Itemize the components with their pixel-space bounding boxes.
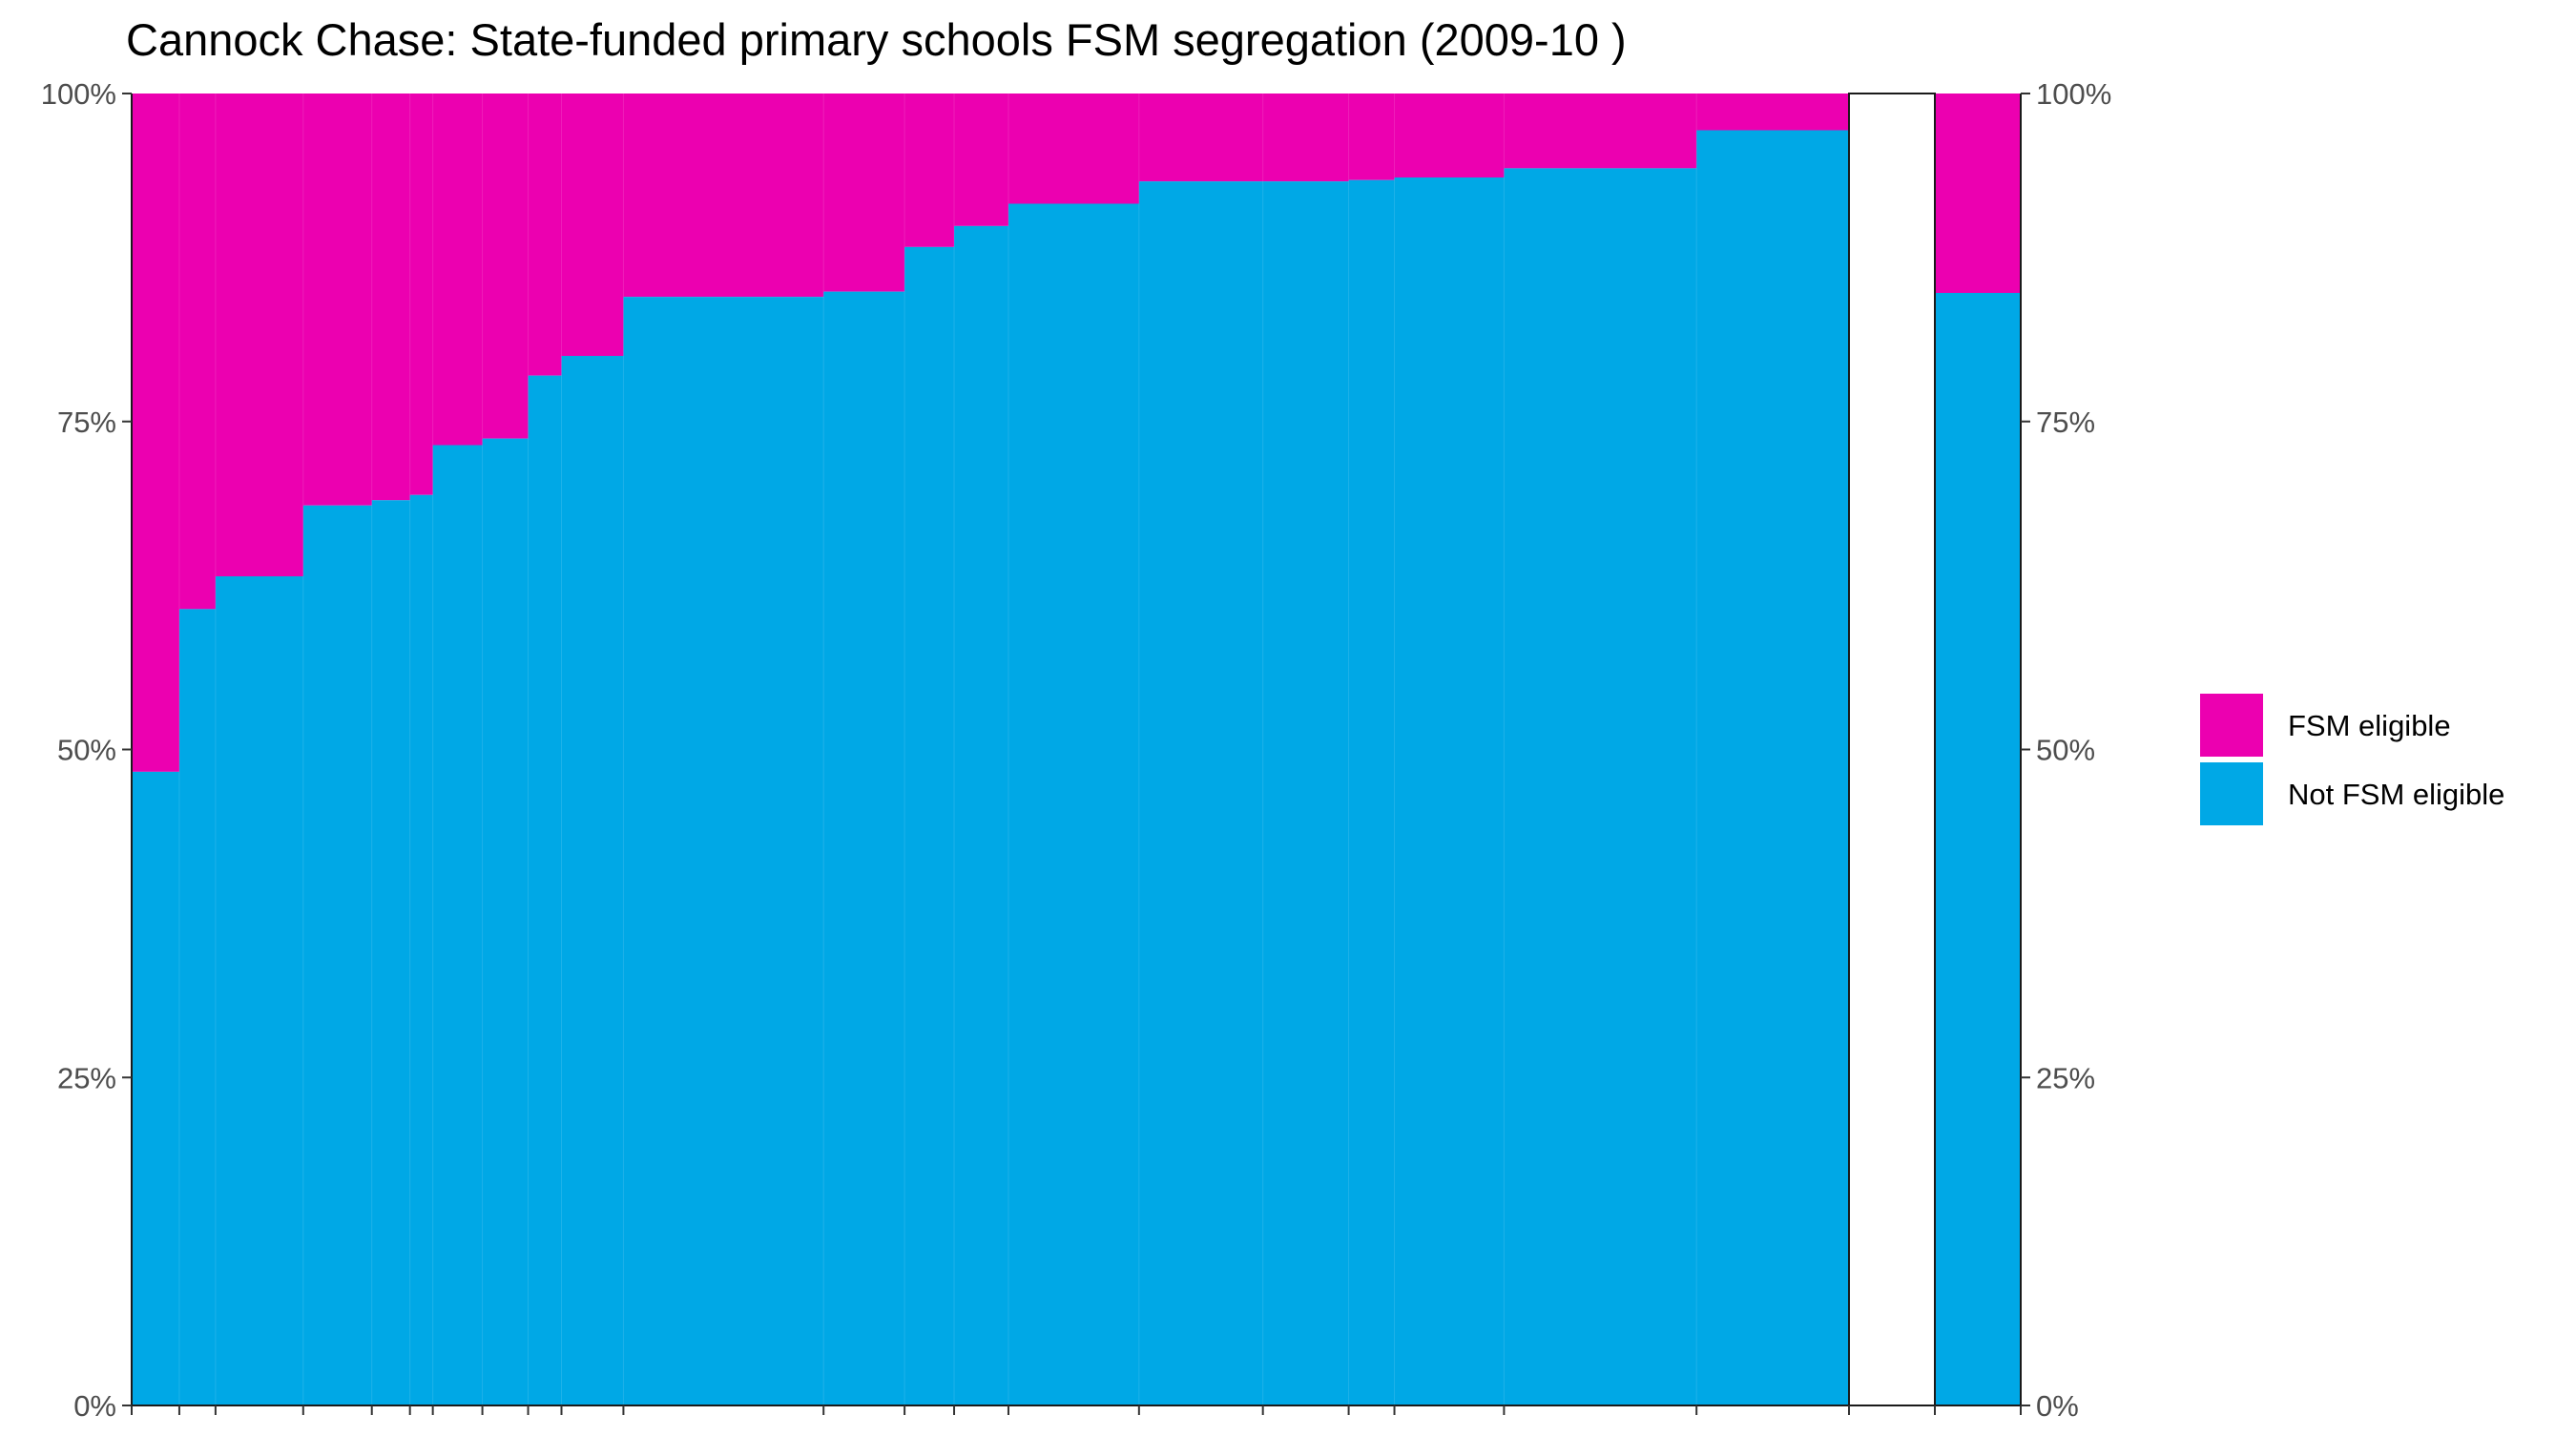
school-bar (482, 94, 530, 1405)
fsm-eligible-segment (1008, 94, 1140, 204)
fsm-eligible-segment (302, 94, 373, 506)
school-bar (371, 94, 411, 1405)
legend: FSM eligible Not FSM eligible (2200, 694, 2504, 825)
not-fsm-eligible-segment (482, 438, 530, 1405)
y-tick-label-left: 50% (57, 734, 116, 767)
not-fsm-eligible-segment (371, 500, 411, 1405)
fsm-eligible-segment (482, 94, 530, 439)
legend-swatch (2200, 694, 2263, 757)
x-axis-ticks (131, 1405, 2022, 1415)
y-tick-label-right: 0% (2036, 1389, 2079, 1423)
fsm-eligible-segment (178, 94, 217, 610)
school-bar (953, 94, 1009, 1405)
total-fsm-eligible-segment (1935, 94, 2021, 293)
fsm-eligible-segment (409, 94, 434, 495)
total-not-fsm-eligible-segment (1935, 293, 2021, 1405)
fsm-eligible-segment (1696, 94, 1850, 131)
y-tick-label-right: 75% (2036, 406, 2095, 439)
fsm-eligible-segment (904, 94, 955, 247)
fsm-eligible-segment (1138, 94, 1264, 182)
not-fsm-eligible-segment (528, 375, 563, 1405)
fsm-eligible-segment (132, 94, 180, 772)
legend-swatch (2200, 762, 2263, 825)
fsm-eligible-segment (432, 94, 484, 446)
fsm-eligible-segment (1394, 94, 1506, 177)
y-tick-label-left: 75% (57, 406, 116, 439)
not-fsm-eligible-segment (215, 576, 304, 1405)
legend-item: Not FSM eligible (2200, 762, 2504, 825)
not-fsm-eligible-segment (178, 609, 217, 1405)
school-bar (302, 94, 373, 1405)
legend-item: FSM eligible (2200, 694, 2451, 757)
not-fsm-eligible-segment (302, 505, 373, 1405)
school-bar (409, 94, 434, 1405)
school-bar (1008, 94, 1140, 1405)
not-fsm-eligible-segment (1348, 179, 1396, 1405)
y-tick-label-right: 50% (2036, 734, 2095, 767)
total-bar-group (1935, 94, 2021, 1405)
y-axis-left: 0% 25% 50% 75% 100% (41, 77, 132, 1423)
chart-title: Cannock Chase: State-funded primary scho… (126, 14, 1627, 65)
y-tick-label-left: 25% (57, 1061, 116, 1094)
school-bar (1503, 94, 1697, 1405)
y-tick-label-left: 0% (73, 1389, 116, 1423)
legend-label: Not FSM eligible (2288, 778, 2504, 811)
school-bar (622, 94, 824, 1405)
school-bar (528, 94, 563, 1405)
fsm-eligible-segment (528, 94, 563, 376)
school-bar (1695, 94, 1850, 1405)
not-fsm-eligible-segment (561, 356, 625, 1405)
y-tick-label-right: 25% (2036, 1061, 2095, 1094)
not-fsm-eligible-segment (1394, 177, 1506, 1405)
y-tick-label-left: 100% (41, 77, 116, 111)
legend-label: FSM eligible (2288, 709, 2451, 742)
fsm-eligible-segment (371, 94, 411, 501)
fsm-eligible-segment (623, 94, 824, 298)
not-fsm-eligible-segment (1262, 181, 1350, 1405)
fsm-eligible-segment (954, 94, 1009, 226)
fsm-eligible-segment (1348, 94, 1396, 180)
not-fsm-eligible-segment (904, 246, 955, 1405)
y-axis-right: 0% 25% 50% 75% 100% (2021, 77, 2111, 1423)
fsm-eligible-segment (215, 94, 304, 576)
not-fsm-eligible-segment (132, 771, 180, 1405)
fsm-eligible-segment (823, 94, 905, 292)
school-bar (1138, 94, 1264, 1405)
not-fsm-eligible-segment (954, 225, 1009, 1405)
fsm-eligible-segment (561, 94, 625, 356)
school-bar (178, 94, 217, 1405)
not-fsm-eligible-segment (432, 445, 484, 1405)
fsm-eligible-segment (1504, 94, 1697, 169)
axes-frame (131, 93, 2022, 1406)
not-fsm-eligible-segment (1696, 130, 1850, 1405)
school-bar (131, 94, 180, 1405)
fsm-eligible-segment (1262, 94, 1350, 182)
school-bar (822, 94, 905, 1405)
gap-bar (1848, 93, 1936, 1406)
not-fsm-eligible-segment (1008, 203, 1140, 1405)
school-bar (215, 94, 304, 1405)
school-bar (560, 94, 625, 1405)
school-bar (1394, 94, 1506, 1405)
school-bar (904, 94, 955, 1405)
not-fsm-eligible-segment (623, 297, 824, 1405)
school-bar (1348, 94, 1396, 1405)
school-bar (1262, 94, 1350, 1405)
not-fsm-eligible-segment (1504, 168, 1697, 1405)
y-tick-label-right: 100% (2036, 77, 2111, 111)
not-fsm-eligible-segment (1138, 181, 1264, 1405)
not-fsm-eligible-segment (823, 291, 905, 1405)
school-bar (432, 94, 484, 1405)
bars-group (131, 94, 1850, 1405)
not-fsm-eligible-segment (409, 494, 434, 1405)
